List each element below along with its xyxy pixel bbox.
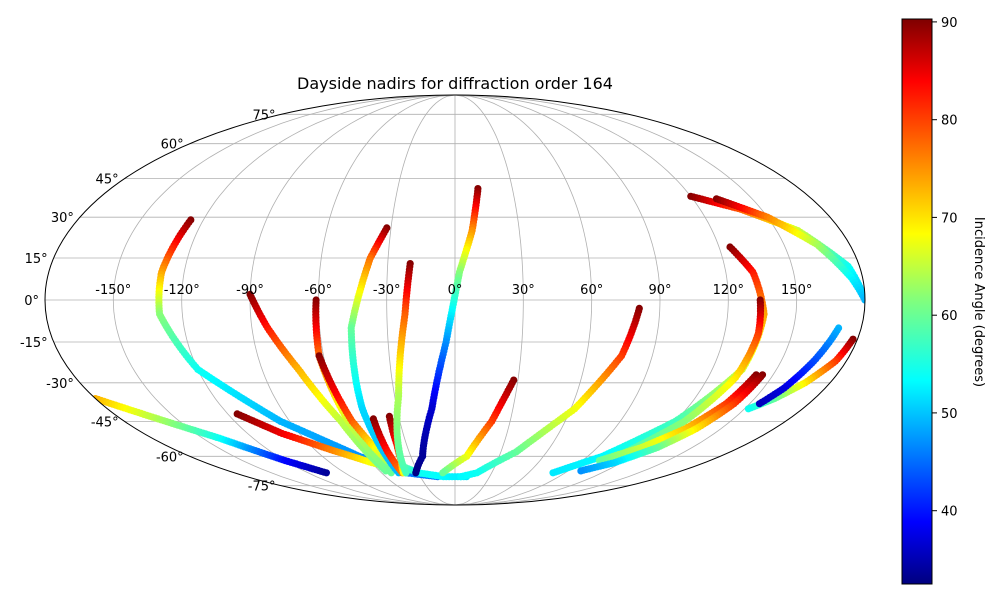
x-tick-labels: -150° -120° -90° -60° -30° 0° 30° 60° 90° 120° 150…	[95, 283, 812, 298]
data-point	[549, 469, 557, 477]
colorbar-ticks: 40 50 60 70 80 90	[932, 16, 958, 520]
colorbar-tick-label: 50	[941, 407, 958, 422]
y-tick-label: 30°	[51, 211, 74, 226]
colorbar-gradient	[901, 18, 933, 585]
x-tick-label: 150°	[781, 283, 812, 298]
x-tick-label: 120°	[713, 283, 744, 298]
y-tick-label: 60°	[161, 138, 184, 153]
y-tick-labels: 75° 60° 45° 30° 15° 0° -15° -30° -45° -60° -75°	[20, 108, 276, 494]
x-tick-label: 90°	[648, 283, 671, 298]
data-point	[861, 296, 865, 304]
data-point	[402, 469, 410, 477]
colorbar: 40 50 60 70 80 90 Incidence Angle (degrees)	[901, 16, 986, 585]
colorbar-tick-label: 60	[941, 309, 958, 324]
data-point	[744, 405, 753, 413]
x-tick-label: 0°	[448, 283, 463, 298]
x-tick-label: -60°	[304, 283, 332, 298]
colorbar-tick-label: 90	[941, 16, 958, 31]
x-tick-label: 60°	[580, 283, 603, 298]
data-point	[412, 469, 420, 477]
y-tick-label: -60°	[156, 450, 184, 465]
y-tick-label: -30°	[46, 377, 74, 392]
data-point	[577, 467, 585, 475]
data-points	[91, 185, 865, 481]
data-point	[755, 400, 764, 408]
colorbar-tick-label: 70	[941, 211, 958, 226]
data-point	[322, 469, 330, 477]
y-tick-label: -15°	[20, 336, 48, 351]
x-tick-label: -150°	[95, 283, 131, 298]
x-tick-label: -90°	[236, 283, 264, 298]
data-point	[439, 469, 447, 477]
map-boundary	[44, 94, 866, 506]
colorbar-tick-label: 80	[941, 114, 958, 129]
x-tick-label: -120°	[164, 283, 200, 298]
colorbar-label: Incidence Angle (degrees)	[971, 217, 986, 387]
y-tick-label: 0°	[24, 294, 39, 309]
x-tick-label: 30°	[512, 283, 535, 298]
chart-title: Dayside nadirs for diffraction order 164	[297, 74, 613, 93]
y-tick-label: 45°	[96, 173, 119, 188]
colorbar-tick-label: 40	[941, 505, 958, 520]
y-tick-label: -75°	[248, 480, 276, 495]
y-tick-label: 15°	[25, 252, 48, 267]
y-tick-label: 75°	[252, 108, 275, 123]
x-tick-label: -30°	[373, 283, 401, 298]
y-tick-label: -45°	[91, 415, 119, 430]
data-point	[457, 473, 465, 481]
